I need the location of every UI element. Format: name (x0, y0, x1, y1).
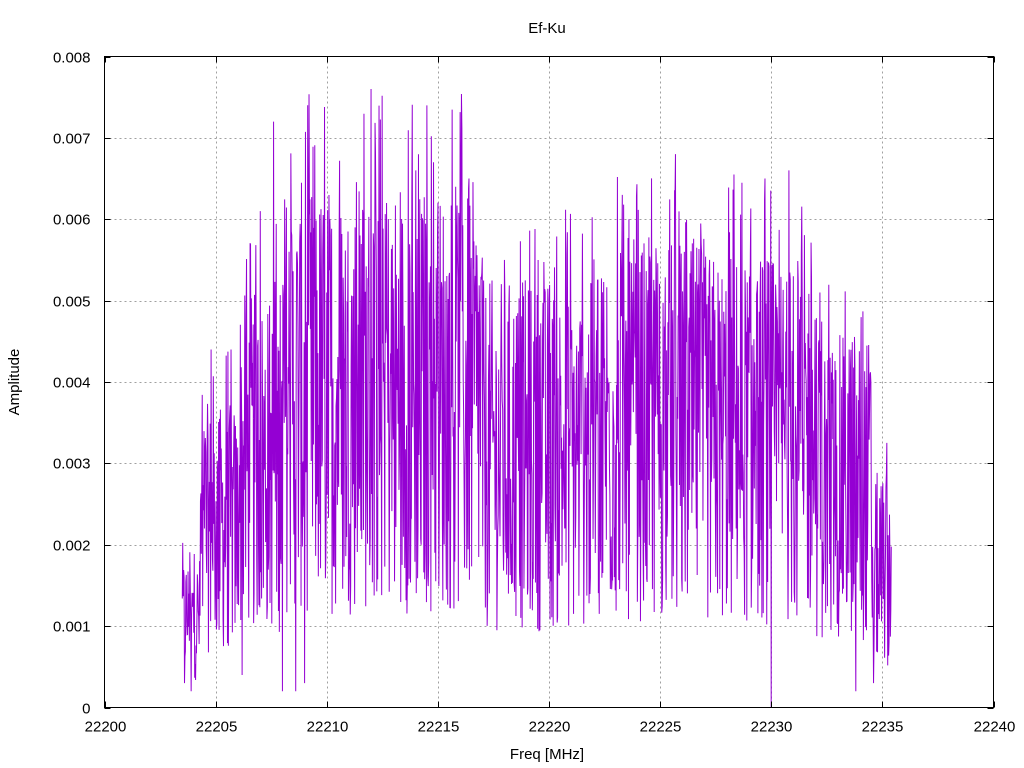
x-tick-label: 22235 (862, 719, 904, 736)
chart-title: Ef-Ku (528, 20, 566, 37)
y-tick-label: 0.002 (53, 538, 91, 555)
x-tick-label: 22220 (529, 719, 571, 736)
y-tick-label: 0.001 (53, 619, 91, 636)
x-tick-label: 22205 (196, 719, 238, 736)
y-tick-label: 0.007 (53, 131, 91, 148)
y-axis-label: Amplitude (6, 349, 23, 416)
spectrum-line (181, 89, 892, 708)
x-tick-label: 22240 (974, 719, 1016, 736)
y-tick-label: 0.006 (53, 212, 91, 229)
x-axis-label: Freq [MHz] (510, 746, 584, 763)
x-tick-label: 22200 (85, 719, 127, 736)
x-tick-label: 22230 (751, 719, 793, 736)
x-tick-label: 22215 (418, 719, 460, 736)
plot-frame (104, 56, 994, 708)
x-tick-label: 22210 (307, 719, 349, 736)
y-tick-label: 0.008 (53, 50, 91, 67)
tick-labels: 22200 22205 22210 22215 22220 22225 22230 22235… (53, 50, 1015, 736)
axis-ticks (104, 56, 995, 709)
x-tick-label: 22225 (640, 719, 682, 736)
data-series (181, 89, 892, 708)
y-tick-label: 0 (82, 701, 90, 718)
y-tick-label: 0.005 (53, 294, 91, 311)
y-tick-label: 0.003 (53, 456, 91, 473)
y-tick-label: 0.004 (53, 375, 91, 392)
